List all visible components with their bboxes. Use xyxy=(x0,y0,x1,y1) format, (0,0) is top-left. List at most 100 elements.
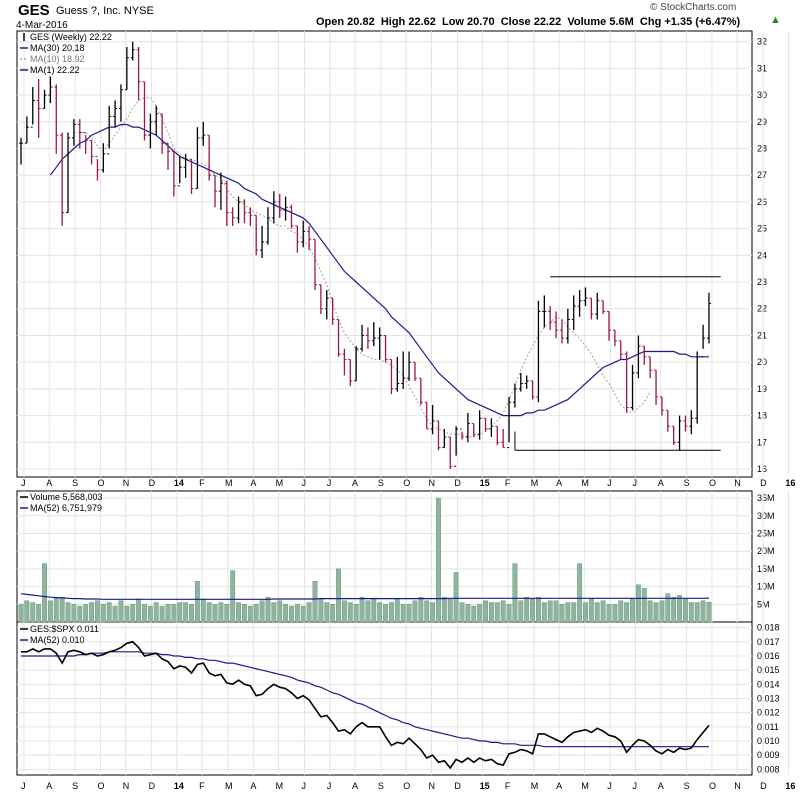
volume-bar xyxy=(535,596,541,623)
volume-bar xyxy=(42,563,47,623)
volume-bar xyxy=(318,598,324,623)
volume-bar xyxy=(594,602,600,623)
x-tick-label: J xyxy=(327,478,332,488)
volume-bar xyxy=(600,600,606,623)
open-value: Open 20.82 xyxy=(316,16,375,28)
ticker-symbol: GES xyxy=(18,2,50,19)
price-tick-label: 17 xyxy=(757,437,767,447)
x-tick-label: J xyxy=(607,478,612,488)
chart-date: 4-Mar-2016 xyxy=(16,20,68,31)
volume-bar xyxy=(177,602,183,623)
volume-bar xyxy=(153,602,159,623)
volume-bar xyxy=(641,588,647,623)
volume-bar xyxy=(283,604,289,623)
volume-bar xyxy=(465,604,471,623)
ratio-tick-label: 0.009 xyxy=(757,750,780,760)
price-tick-label: 30 xyxy=(757,90,767,100)
x-tick-label: S xyxy=(684,478,690,488)
ratio-tick-label: 0.008 xyxy=(757,764,780,774)
volume-bar xyxy=(688,602,694,623)
volume-bar xyxy=(306,602,312,623)
volume-bar xyxy=(530,598,536,623)
volume-bar xyxy=(512,563,518,623)
volume-legend-text: MA(52) 6,751,979 xyxy=(30,503,102,513)
volume-panel-frame xyxy=(16,490,753,623)
x-tick-label: A xyxy=(46,478,52,488)
x-tick-label: O xyxy=(709,478,716,488)
x-tick-label: J xyxy=(633,478,638,488)
volume-tick-label: 10M xyxy=(757,582,775,592)
ratio-tick-label: 0.018 xyxy=(757,623,780,633)
x-tick-label: A xyxy=(556,781,562,791)
volume-bar xyxy=(312,581,318,623)
ratio-legend-text: MA(52) 0.010 xyxy=(30,635,85,645)
x-tick-label: J xyxy=(21,781,26,791)
volume-bar xyxy=(447,598,453,623)
volume-legend-text: Volume 5,568,003 xyxy=(30,492,103,502)
volume-bar xyxy=(277,600,283,623)
volume-bar xyxy=(118,600,124,623)
volume-bar xyxy=(624,602,630,623)
ratio-tick-label: 0.011 xyxy=(757,722,779,732)
x-tick-label: D xyxy=(149,781,156,791)
price-tick-label: 25 xyxy=(757,224,767,234)
volume-bar xyxy=(494,602,500,623)
exchange-text: NYSE xyxy=(123,5,154,17)
volume-bar xyxy=(259,600,265,623)
x-tick-label: D xyxy=(454,781,461,791)
ratio-tick-label: 0.017 xyxy=(757,637,780,647)
volume-bar xyxy=(112,605,118,623)
volume-bar xyxy=(30,602,36,623)
volume-bar xyxy=(171,604,177,623)
volume-bar xyxy=(106,602,112,623)
x-tick-label: N xyxy=(123,781,130,791)
volume-bar xyxy=(400,604,406,623)
volume-bar xyxy=(36,604,42,623)
x-tick-label: F xyxy=(199,478,205,488)
x-tick-label: M xyxy=(276,781,284,791)
volume-bar xyxy=(289,605,294,623)
price-tick-label: 31 xyxy=(757,63,767,73)
x-tick-label: S xyxy=(378,781,384,791)
volume-tick-label: 35M xyxy=(757,493,775,503)
x-tick-label: M xyxy=(225,781,233,791)
volume-bar xyxy=(294,604,300,623)
volume-bar xyxy=(583,602,588,623)
volume-bar xyxy=(330,604,336,623)
ratio-tick-label: 0.014 xyxy=(757,679,780,689)
volume-bar xyxy=(388,602,394,623)
volume-bar xyxy=(394,598,400,623)
x-tick-label: J xyxy=(607,781,612,791)
volume-bar xyxy=(47,600,53,623)
price-legend-text: MA(10) 18.92 xyxy=(30,54,85,64)
volume-bar xyxy=(253,604,259,623)
volume-bar xyxy=(694,602,700,623)
x-tick-label: F xyxy=(505,781,511,791)
volume-bar xyxy=(618,600,624,623)
price-tick-label: 20 xyxy=(757,357,767,367)
volume-value: Volume 5.6M xyxy=(567,16,634,28)
x-tick-label: O xyxy=(709,781,716,791)
volume-bar xyxy=(365,600,371,623)
price-tick-label: 23 xyxy=(757,277,767,287)
volume-bar xyxy=(83,604,89,623)
x-tick-label: 16 xyxy=(785,478,795,488)
volume-bar xyxy=(212,604,218,623)
volume-bar xyxy=(300,605,306,623)
price-tick-label: 16 xyxy=(757,464,767,474)
x-tick-label: N xyxy=(734,781,741,791)
volume-bar xyxy=(353,604,359,623)
volume-bar xyxy=(635,584,641,623)
x-tick-label: 14 xyxy=(174,478,184,488)
price-tick-label: 18 xyxy=(757,411,767,421)
volume-bar xyxy=(230,570,236,623)
volume-bar xyxy=(130,604,136,623)
x-tick-label: 14 xyxy=(174,781,184,791)
volume-bar xyxy=(371,598,377,623)
x-tick-label: J xyxy=(327,781,332,791)
volume-bar xyxy=(271,602,277,623)
volume-bar xyxy=(653,602,659,623)
volume-bar xyxy=(142,604,147,623)
volume-bar xyxy=(147,605,153,623)
